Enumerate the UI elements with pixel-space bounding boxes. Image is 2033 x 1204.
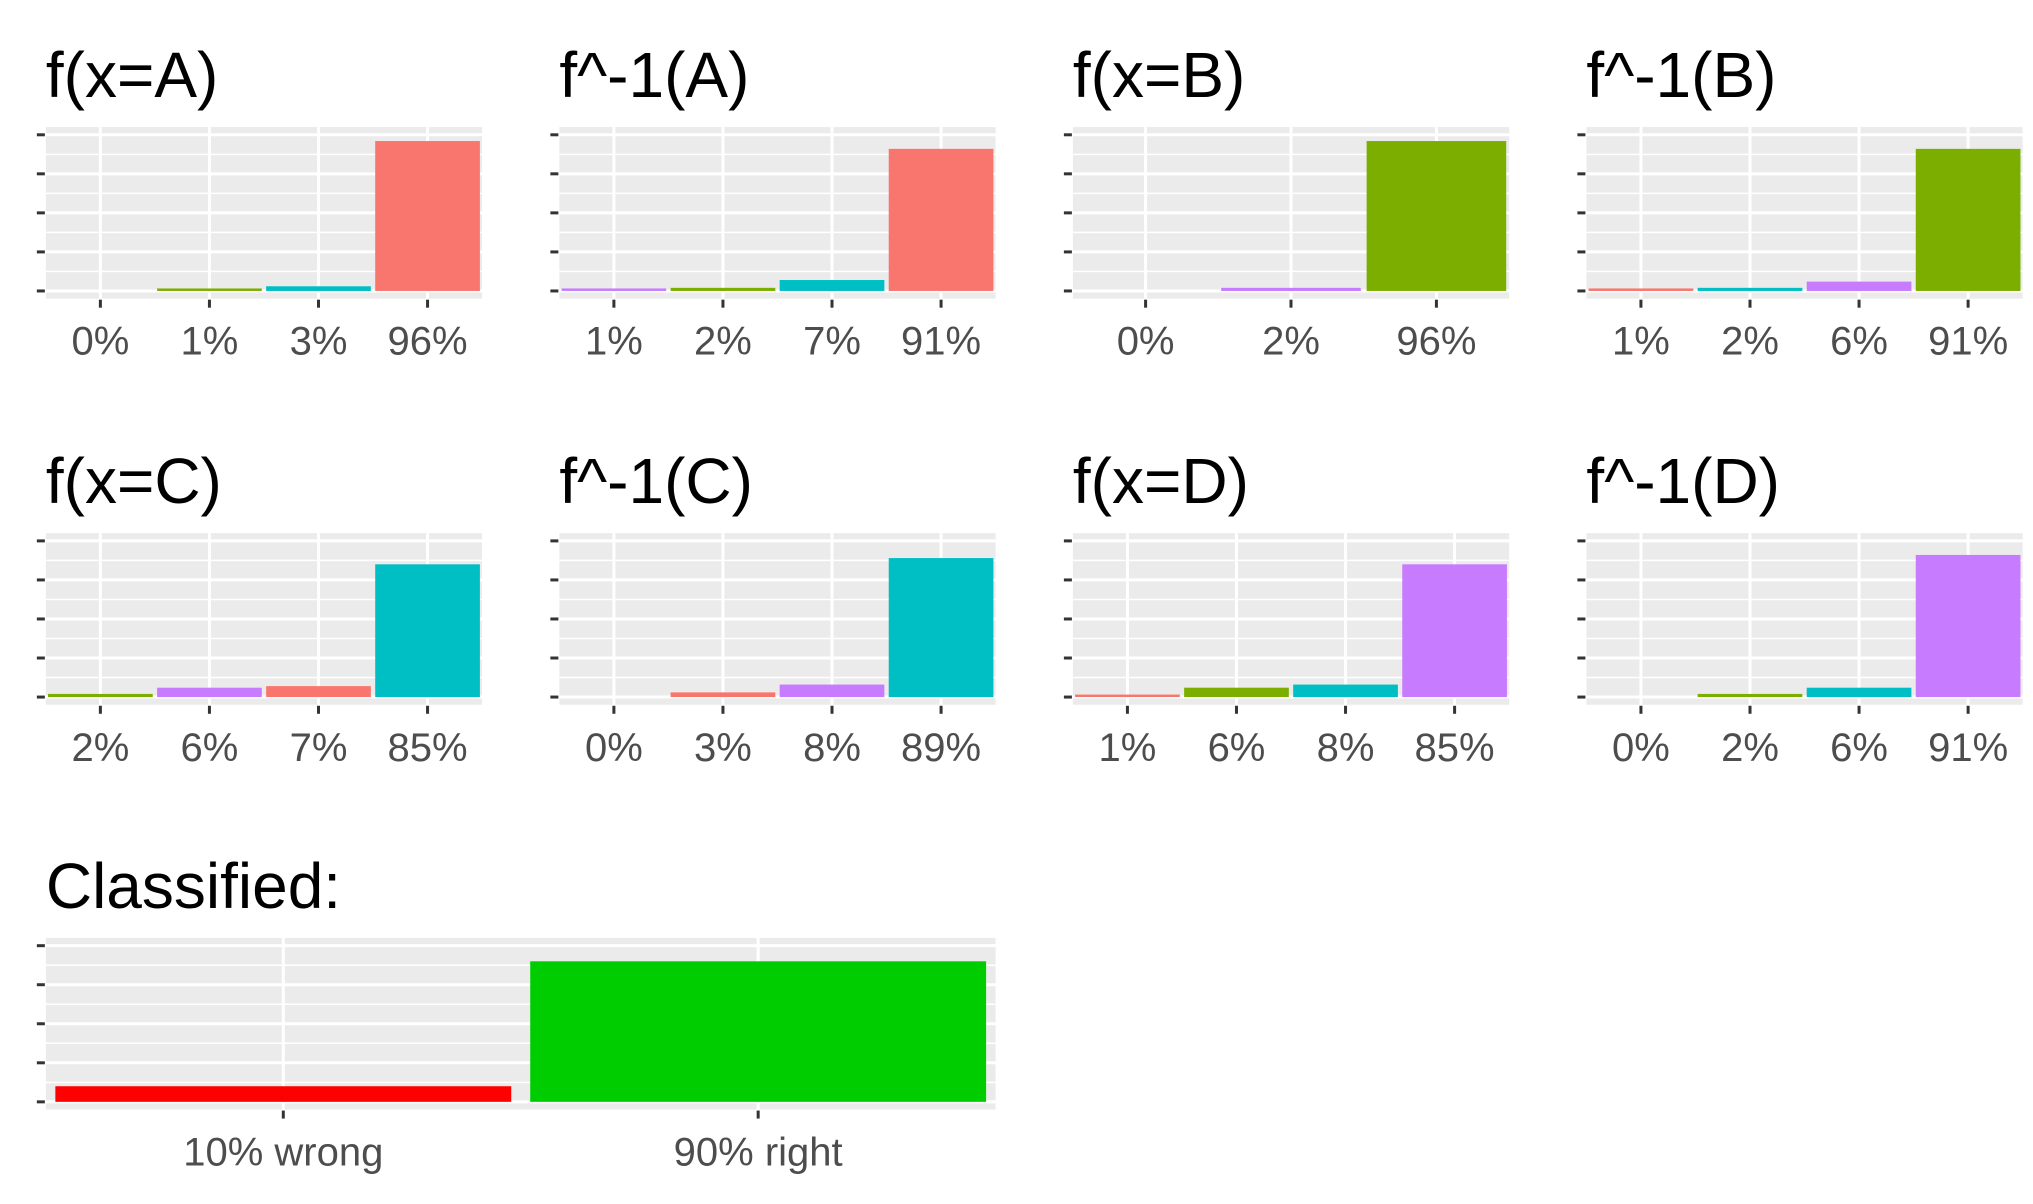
x-tick-label: 90% right — [674, 1131, 843, 1175]
x-tick-label: 91% — [1928, 320, 2008, 364]
bar — [670, 692, 776, 698]
bar — [375, 141, 480, 291]
x-tick-label: 2% — [1721, 320, 1779, 364]
x-tick-label: 0% — [1117, 320, 1175, 364]
panel-3: f(x=B) 0% 2% 96% — [1063, 39, 1510, 364]
x-tick-label: 1% — [1612, 320, 1670, 364]
x-tick-label: 96% — [388, 320, 468, 364]
panel-title: f^-1(D) — [1586, 445, 1780, 517]
bar — [1915, 148, 2021, 291]
x-tick-label: 2% — [1721, 726, 1779, 770]
bar — [1221, 287, 1361, 291]
x-tick-label: 96% — [1396, 320, 1476, 364]
x-tick-label: 6% — [1830, 726, 1888, 770]
x-tick-label: 7% — [290, 726, 348, 770]
bar — [55, 1086, 512, 1102]
x-tick-label: 1% — [585, 320, 643, 364]
panel-title: f(x=C) — [46, 445, 222, 517]
panel-5: f(x=C) 2% 6% 7% 85% — [36, 445, 483, 770]
bar — [888, 148, 994, 291]
panel-7: f(x=D) 1% 6% 8% 85% — [1063, 445, 1510, 770]
bar — [1402, 564, 1507, 698]
bar — [779, 280, 885, 291]
bar — [670, 287, 776, 291]
x-tick-label: 85% — [1415, 726, 1495, 770]
bar — [1806, 281, 1912, 291]
x-tick-label: 89% — [901, 726, 981, 770]
x-tick-label: 7% — [803, 320, 861, 364]
bar — [888, 558, 994, 698]
x-tick-label: 2% — [694, 320, 752, 364]
bar — [530, 961, 987, 1102]
panel-9: Classified: 10% wrong 90% right — [36, 850, 996, 1175]
bar — [1075, 694, 1180, 698]
x-tick-label: 1% — [181, 320, 239, 364]
bar — [1697, 693, 1803, 698]
panel-title: f^-1(A) — [559, 39, 749, 111]
panel-title: f(x=A) — [46, 39, 218, 111]
panel-8: f^-1(D) 0% 2% 6% 91% — [1577, 445, 2023, 770]
bar — [1366, 141, 1507, 291]
panel-title: f^-1(C) — [559, 445, 753, 517]
bar — [375, 564, 480, 698]
panel-title: f(x=B) — [1073, 39, 1245, 111]
x-tick-label: 3% — [290, 320, 348, 364]
x-tick-label: 1% — [1099, 726, 1157, 770]
x-tick-label: 0% — [585, 726, 643, 770]
x-tick-label: 85% — [388, 726, 468, 770]
bar — [1184, 687, 1289, 698]
x-tick-label: 6% — [1830, 320, 1888, 364]
bar — [266, 686, 371, 698]
bar — [157, 288, 262, 291]
panel-title: f(x=D) — [1073, 445, 1249, 517]
bar — [157, 687, 262, 698]
bar — [1293, 684, 1398, 698]
bar — [561, 288, 667, 291]
x-tick-label: 2% — [71, 726, 129, 770]
bar — [1806, 687, 1912, 698]
x-tick-label: 6% — [1208, 726, 1266, 770]
x-tick-label: 8% — [1317, 726, 1375, 770]
x-tick-label: 0% — [1612, 726, 1670, 770]
bar — [1588, 288, 1694, 291]
panel-6: f^-1(C) 0% 3% 8% 89% — [550, 445, 996, 770]
panel-title: Classified: — [46, 850, 341, 922]
x-tick-label: 10% wrong — [183, 1131, 383, 1175]
x-tick-label: 0% — [71, 320, 129, 364]
bar — [1697, 287, 1803, 291]
bar — [1915, 554, 2021, 698]
x-tick-label: 6% — [181, 726, 239, 770]
panel-2: f^-1(A) 1% 2% 7% 91% — [550, 39, 996, 364]
x-tick-label: 91% — [1928, 726, 2008, 770]
x-tick-label: 8% — [803, 726, 861, 770]
panel-4: f^-1(B) 1% 2% 6% 91% — [1577, 39, 2023, 364]
bar — [779, 684, 885, 698]
panel-title: f^-1(B) — [1586, 39, 1776, 111]
x-tick-label: 91% — [901, 320, 981, 364]
x-tick-label: 2% — [1262, 320, 1320, 364]
bar — [266, 286, 371, 291]
panel-1: f(x=A) 0% 1% 3% 96% — [36, 39, 483, 364]
bar — [48, 693, 153, 698]
x-tick-label: 3% — [694, 726, 752, 770]
